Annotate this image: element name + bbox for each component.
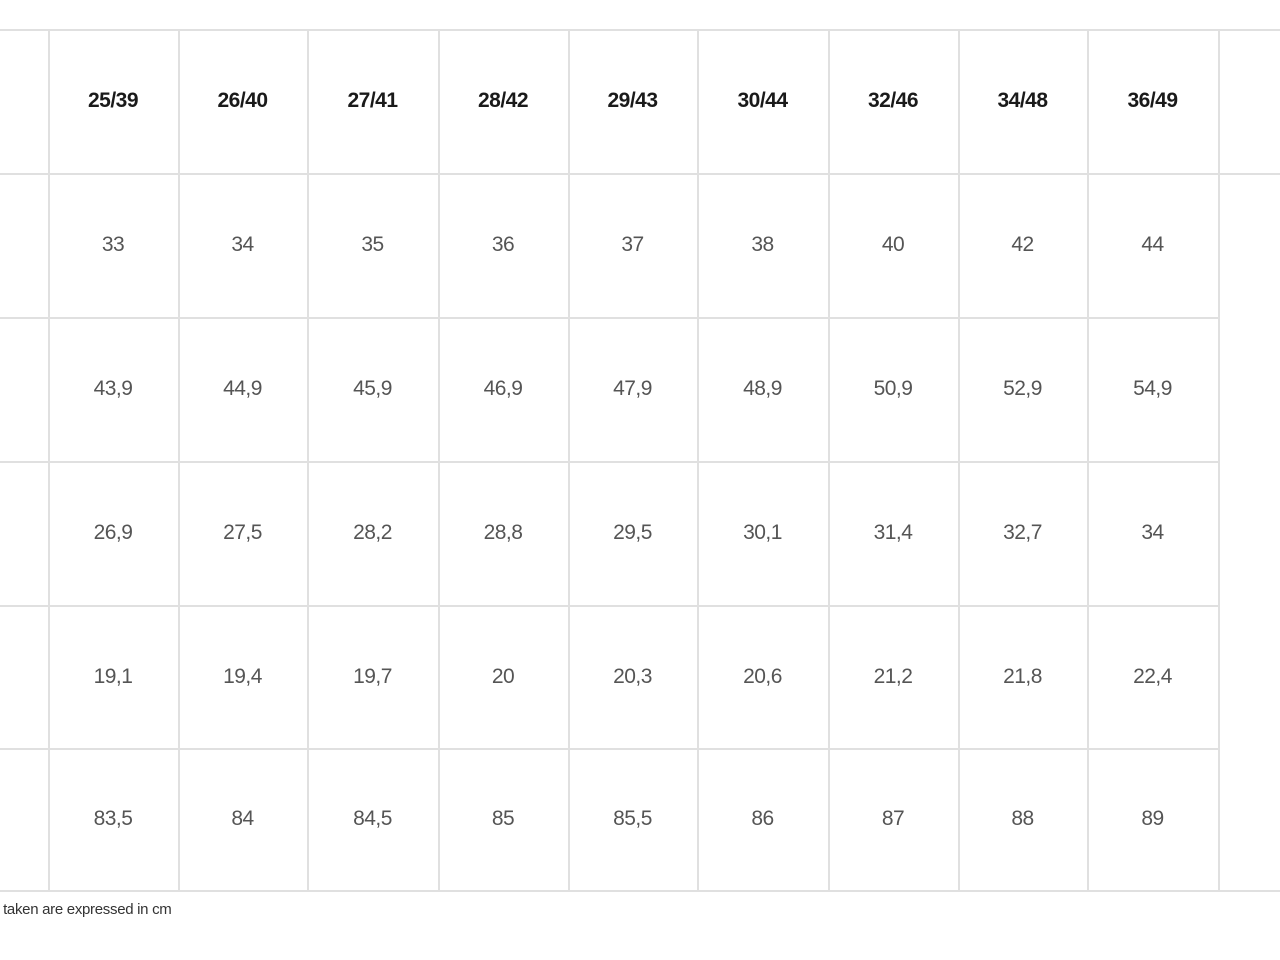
header-cell: 26/40 — [217, 89, 268, 112]
column-divider — [568, 29, 570, 892]
table-cell: 19,7 — [353, 664, 392, 688]
row-divider — [0, 461, 1219, 463]
table-cell: 36 — [491, 233, 515, 256]
column-divider — [438, 29, 440, 892]
table-cell: 86 — [751, 807, 774, 830]
table-cell: 33 — [101, 233, 125, 256]
table-cell: 21,2 — [873, 664, 913, 688]
table-cell: 29,5 — [613, 521, 652, 544]
table-cell: 84 — [231, 807, 254, 830]
table-cell: 44 — [1141, 233, 1164, 256]
table-cell: 85,5 — [613, 807, 652, 830]
header-cell: 25/39 — [87, 89, 139, 112]
table-cell: 19,4 — [223, 664, 262, 688]
table-cell: 54,9 — [1133, 377, 1172, 400]
table-cell: 45,9 — [353, 377, 392, 400]
header-cell: 28/42 — [477, 89, 529, 112]
table-cell: 19,1 — [93, 664, 133, 688]
table-cell: 28,2 — [353, 521, 392, 544]
table-cell: 46,9 — [483, 377, 523, 400]
table-cell: 42 — [1011, 233, 1034, 256]
table-cell: 30,1 — [743, 521, 782, 544]
table-cell: 21,8 — [1003, 664, 1042, 688]
table-cell: 20 — [491, 664, 515, 688]
table-cell: 27,5 — [223, 521, 262, 544]
table-cell: 28,8 — [483, 521, 523, 544]
row-divider — [0, 748, 1219, 750]
column-divider — [697, 29, 699, 892]
row-divider — [0, 605, 1219, 607]
table-cell: 32,7 — [1003, 521, 1042, 544]
header-cell: 32/46 — [867, 89, 919, 112]
header-cell: 34/48 — [997, 89, 1048, 112]
table-cell: 88 — [1011, 807, 1034, 830]
table-cell: 43,9 — [93, 377, 133, 400]
footnote: s taken are expressed in cm — [0, 901, 172, 918]
table-cell: 89 — [1141, 807, 1164, 830]
column-divider — [1087, 29, 1089, 892]
table-cell: 83,5 — [93, 807, 133, 830]
column-divider — [828, 29, 830, 892]
table-cell: 44,9 — [223, 377, 262, 400]
row-divider — [0, 173, 1280, 175]
table-cell: 20,6 — [743, 664, 782, 688]
table-cell: 34 — [1141, 521, 1164, 544]
table-cell: 48,9 — [743, 377, 782, 400]
table-cell: 87 — [881, 807, 905, 830]
table-cell: 47,9 — [613, 377, 652, 400]
header-cell: 36/49 — [1127, 89, 1178, 112]
table-cell: 34 — [231, 233, 254, 256]
row-divider — [0, 317, 1219, 319]
table-cell: 22,4 — [1133, 664, 1172, 688]
table-cell: 40 — [881, 233, 905, 256]
table-cell: 50,9 — [873, 377, 913, 400]
table-cell: 52,9 — [1003, 377, 1042, 400]
row-divider — [0, 29, 1280, 31]
header-cell: 27/41 — [347, 89, 398, 112]
column-divider — [178, 29, 180, 892]
table-cell: 20,3 — [613, 664, 652, 688]
table-cell: 35 — [361, 233, 384, 256]
table-cell: 38 — [751, 233, 774, 256]
table-cell: 85 — [491, 807, 515, 830]
table-cell: 31,4 — [873, 521, 913, 544]
table-cell: 37 — [621, 233, 644, 256]
table-cell: 84,5 — [353, 807, 392, 830]
row-divider — [0, 890, 1280, 892]
header-cell: 30/44 — [737, 89, 788, 112]
column-divider — [48, 29, 50, 892]
header-cell: 29/43 — [607, 89, 658, 112]
column-divider — [307, 29, 309, 892]
column-divider — [958, 29, 960, 892]
table-cell: 26,9 — [93, 521, 133, 544]
column-divider — [1218, 29, 1220, 892]
